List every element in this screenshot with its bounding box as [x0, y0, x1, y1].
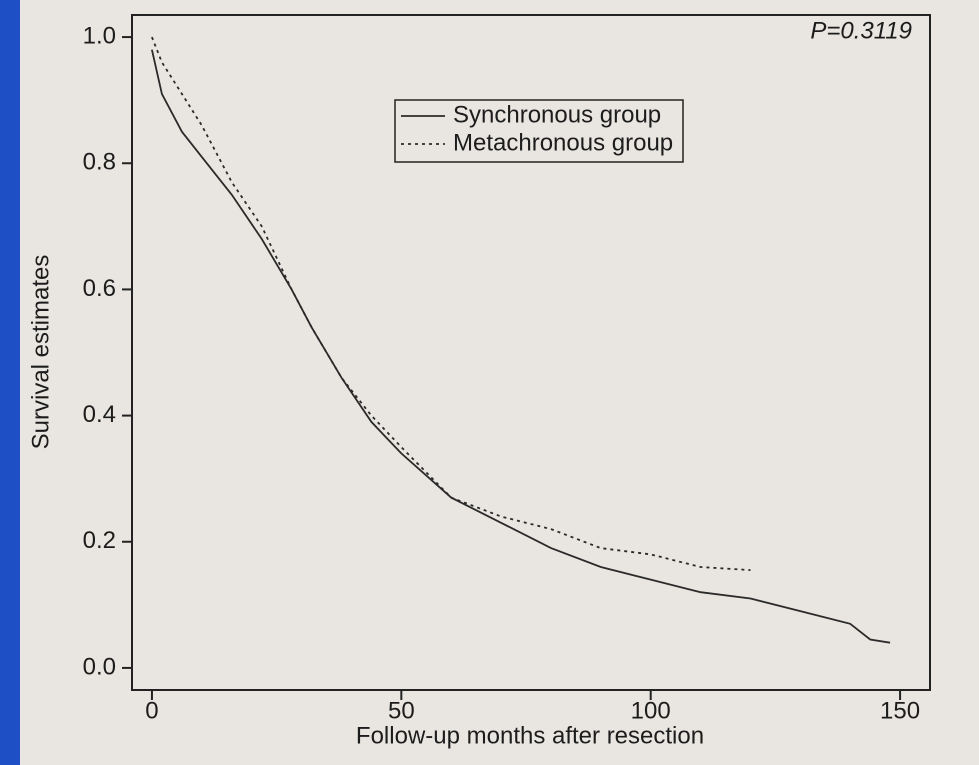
x-tick-label: 100 [631, 697, 671, 724]
survival-line [151, 36, 751, 571]
y-axis-label: Survival estimates [27, 255, 54, 450]
y-tick-label: 1.0 [83, 22, 116, 49]
y-tick-label: 0.8 [83, 149, 116, 176]
y-tick-label: 0.2 [83, 527, 116, 554]
legend-box [394, 99, 684, 163]
y-tick-label: 0.6 [83, 275, 116, 302]
survival-line [151, 49, 891, 644]
x-tick-label: 150 [880, 697, 920, 724]
x-tick-label: 50 [388, 697, 415, 724]
legend-label: Synchronous group [453, 101, 661, 128]
plot-frame [131, 14, 931, 691]
slide-edge [0, 0, 20, 765]
p-value: P=0.3119 [810, 17, 912, 44]
x-tick-label: 0 [145, 697, 158, 724]
y-tick-label: 0.0 [83, 653, 116, 680]
x-axis-label: Follow-up months after resection [356, 722, 704, 749]
legend-label: Metachronous group [453, 129, 673, 156]
y-tick-label: 0.4 [83, 401, 116, 428]
